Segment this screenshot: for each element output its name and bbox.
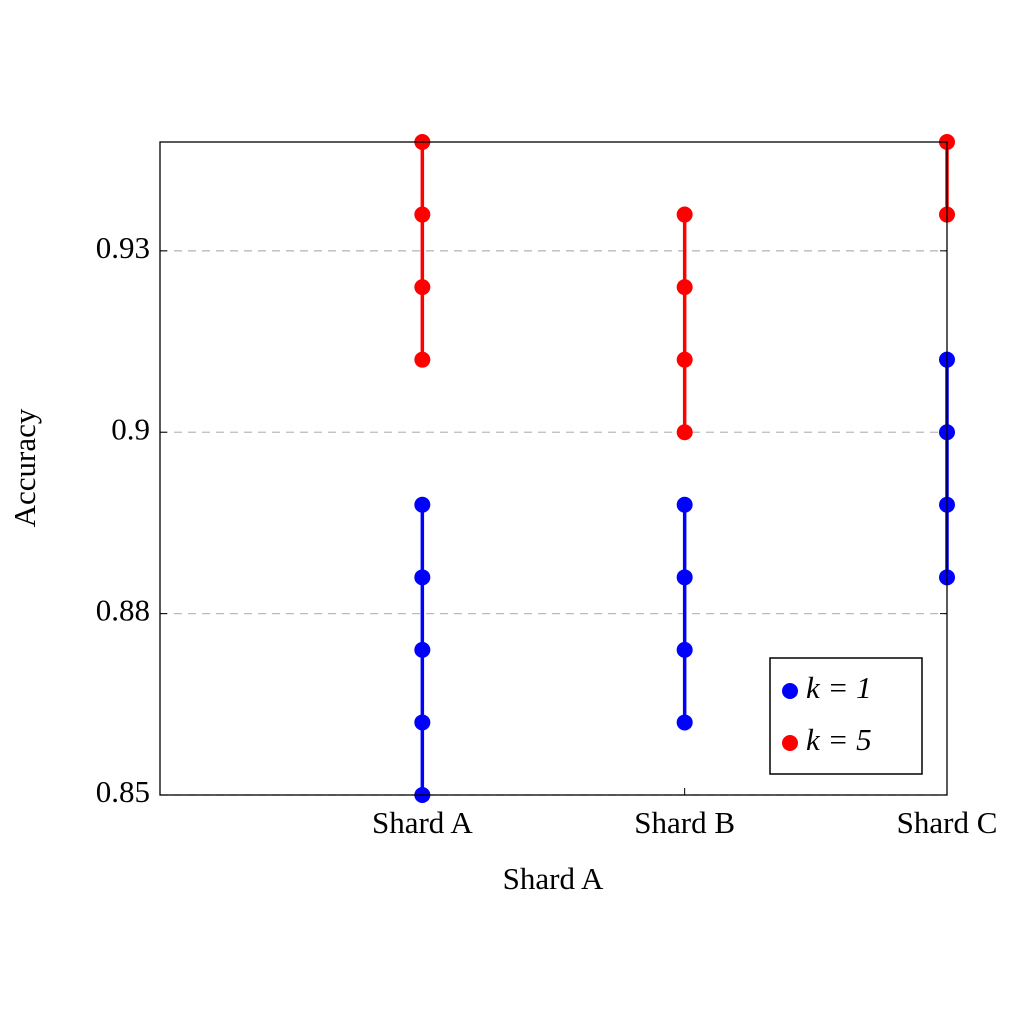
marker	[414, 496, 431, 513]
marker	[676, 496, 693, 513]
marker	[676, 424, 693, 441]
y-tick-label: 0.88	[96, 593, 150, 628]
legend-label: k = 5	[806, 722, 872, 757]
marker	[414, 641, 431, 658]
marker	[676, 641, 693, 658]
marker	[676, 569, 693, 586]
plot-frame	[159, 141, 948, 796]
y-tick-label: 0.85	[96, 774, 150, 809]
x-tick-label: Shard B	[634, 805, 735, 840]
y-tick-label: 0.9	[111, 411, 150, 446]
x-axis-label: Shard A	[503, 861, 604, 896]
x-tick-label: Shard C	[897, 805, 998, 840]
legend-marker	[782, 735, 798, 751]
marker	[414, 206, 431, 223]
marker	[414, 351, 431, 368]
y-axis-label: Accuracy	[7, 408, 42, 527]
marker	[676, 279, 693, 296]
legend-marker	[782, 683, 798, 699]
legend-box	[769, 657, 923, 775]
legend-label: k = 1	[806, 670, 872, 705]
y-tick-label: 0.93	[96, 230, 150, 265]
marker	[414, 714, 431, 731]
marker	[414, 279, 431, 296]
marker	[676, 714, 693, 731]
x-tick-label: Shard A	[372, 805, 473, 840]
marker	[676, 206, 693, 223]
marker	[414, 569, 431, 586]
marker	[676, 351, 693, 368]
